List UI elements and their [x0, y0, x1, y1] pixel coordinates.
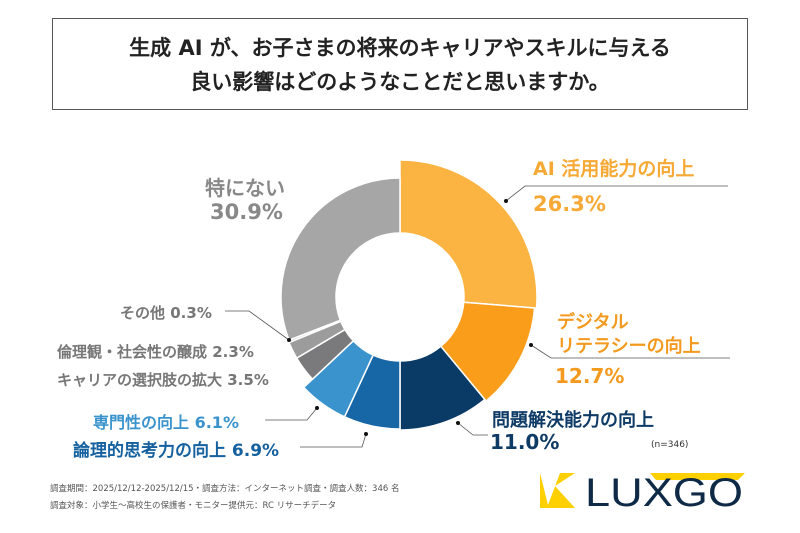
donut-slice-9: [280, 177, 401, 342]
donut-slice-3: [399, 345, 486, 431]
label-digital-1: デジタル: [557, 312, 629, 333]
leader-dot: [456, 421, 460, 425]
leader-dot: [529, 343, 533, 347]
leader-dot: [364, 432, 368, 436]
label-other: その他 0.3%: [120, 304, 212, 322]
donut-slice-1: [399, 159, 538, 309]
donut-slice-2: [439, 301, 536, 403]
leader-logical: [300, 433, 367, 448]
value-digital: 12.7%: [555, 364, 625, 388]
leader-other: [225, 310, 290, 341]
leader-dot: [315, 406, 319, 410]
value-none: 30.9%: [210, 200, 283, 224]
leader-dot: [287, 338, 291, 342]
label-problem: 問題解決能力の向上: [492, 410, 654, 431]
title-line-2: 良い影響はどのようなことだと思いますか。: [190, 70, 610, 94]
label-ethics: 倫理観・社会性の醸成 2.3%: [57, 343, 254, 361]
leader-digital: [530, 344, 730, 359]
label-expert: 専門性の向上 6.1%: [93, 413, 239, 432]
label-digital-2: リテラシーの向上: [557, 336, 701, 357]
label-none: 特にない: [205, 176, 285, 200]
label-logical: 論理的思考力の向上 6.9%: [73, 441, 280, 461]
value-ai: 26.3%: [533, 192, 606, 216]
survey-note-1: 調査期間：2025/12/12-2025/12/15・調査方法：インターネット調…: [50, 484, 400, 494]
leader-expert: [265, 407, 318, 421]
title-line-1: 生成 AI が、お子さまの将来のキャリアやスキルに与える: [129, 36, 671, 60]
label-ai: AI 活用能力の向上: [533, 158, 695, 180]
label-career: キャリアの選択肢の拡大 3.5%: [57, 371, 269, 389]
sample-size: (n=346): [651, 440, 689, 450]
donut-slice-5: [302, 339, 375, 418]
leader-dot: [504, 199, 508, 203]
leader-ai: [505, 185, 728, 202]
value-problem: 11.0%: [490, 430, 560, 454]
survey-note-2: 調査対象：小学生～高校生の保護者・モニター提供元：RC リサーチデータ: [50, 501, 337, 511]
title-box: 生成 AI が、お子さまの将来のキャリアやスキルに与える 良い影響はどのようなこ…: [52, 18, 748, 110]
leader-problem: [457, 422, 488, 436]
